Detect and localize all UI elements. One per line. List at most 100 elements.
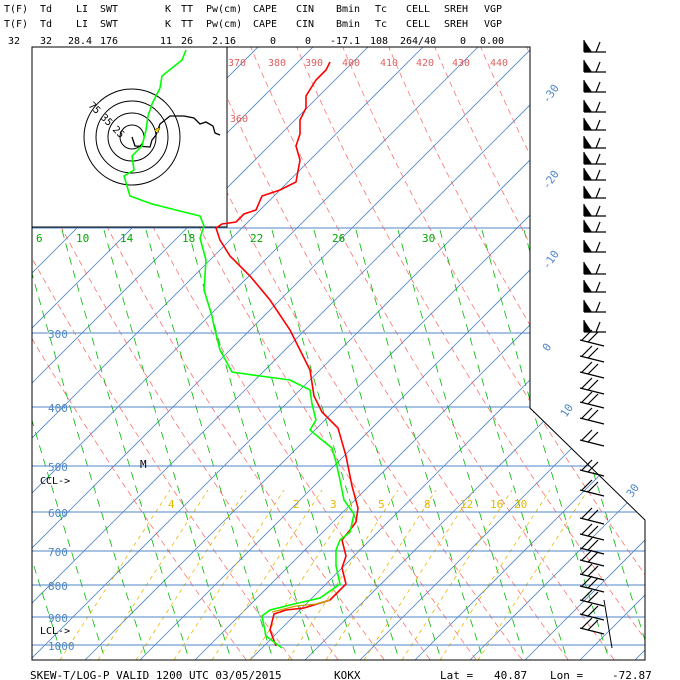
moist-adiabat-line [32,229,161,660]
hdr-label: CAPE [253,4,277,15]
barb-shaft [579,489,605,497]
dry-adiabat-line [361,47,645,660]
hodograph-ring [83,88,181,186]
dry-adiabat-line [223,47,645,660]
isotherm-line [359,47,645,660]
wind-barb [579,575,605,593]
wind-barb [579,479,605,497]
isotherm-line [469,47,645,660]
barb-flag [581,537,593,549]
barb-flag [581,345,593,357]
hdr-value: 108 [370,36,388,47]
hdr-value: 11 [160,36,172,47]
barb-flag [587,363,599,375]
barb-flag [595,221,601,233]
barb-pennant [584,136,592,148]
mixing-ratio-line [477,489,589,660]
hdr-value: 32 [8,36,20,47]
barb-flag [587,379,599,391]
hdr-label: LI [76,19,88,30]
isotherm-label: -10 [540,248,562,272]
barb-shaft [579,339,605,347]
mark-label: M [140,458,147,471]
wind-barb [579,329,605,347]
mixing-ratio-line [439,489,551,660]
theta-label: 420 [416,58,434,69]
isotherm-label: 30 [624,481,642,499]
moist-adiabat-line [313,229,455,660]
hodograph-frame [31,46,228,228]
barb-shaft [579,387,605,395]
barb-flag [581,589,593,601]
hodograph-trace [131,115,221,148]
hdr-label: T(F) [4,19,28,30]
hdr-value: 28.4 [68,36,92,47]
mixing-ratio-label: 20 [514,498,527,511]
barb-pennant [584,60,592,72]
pressure-label: 900 [48,612,68,625]
hdr-value: 0.00 [480,36,504,47]
lcl-label: LCL-> [40,626,70,637]
theta-label: 390 [305,58,323,69]
barb-pennant [584,220,592,232]
barb-flag [581,361,593,373]
barb-flag [581,575,593,587]
barb-shaft [579,599,605,607]
wind-barb [583,204,606,217]
barb-flag [581,563,593,575]
barb-shaft [579,627,605,635]
isotherm-label: 10 [558,401,576,419]
hdr-label: T(F) [4,4,28,15]
isotherm-line [0,0,15,660]
dewpoint-scale-label: 10 [76,232,89,245]
wind-barb [579,563,605,581]
mixing-ratio-label: 8 [424,498,431,511]
isotherm-line [32,47,511,660]
hdr-label: Td [40,4,52,15]
isotherm-line [579,47,645,660]
hdr-label: TT [181,4,193,15]
wind-barb [579,429,605,447]
wind-barbs [579,40,613,649]
barb-flag [595,101,601,113]
barb-shaft [579,547,605,555]
moist-adiabat-line [61,229,203,660]
hdr-label: TT [181,19,193,30]
barb-flag [595,41,601,53]
barb-flag [595,187,601,199]
wind-barb [579,507,605,525]
dewpoint-scale-label: 30 [422,232,435,245]
barb-pennant [584,204,592,216]
hdr-value: 264/40 [400,36,436,47]
pressure-label: 400 [48,402,68,415]
wind-barb [579,377,605,395]
moist-adiabat-line [103,229,245,660]
lon-label: Lon = [550,669,583,680]
temperature-profile [215,61,359,647]
hdr-value: 0 [460,36,466,47]
hdr-label: Pw(cm) [206,19,242,30]
barb-flag [581,603,593,615]
lat-label: Lat = [440,669,473,680]
barb-flag [595,205,601,217]
barb-flag [581,429,593,441]
pressure-label: 300 [48,328,68,341]
pressure-label: 1000 [48,640,75,653]
wind-barb [583,168,606,181]
mixing-ratio-label: 16 [490,498,503,511]
header-labels-row1: T(F) Td LI SWT K TT Pw(cm) CAPE CIN Bmin… [4,4,502,15]
mixing-ratio-line [287,489,399,660]
hdr-label: Bmin [336,19,360,30]
barb-flag [595,301,601,313]
hdr-label: CELL [406,19,430,30]
moist-adiabat-line [145,229,287,660]
barb-pennant [584,100,592,112]
barb-pennant [584,240,592,252]
barb-shaft [579,401,605,409]
isotherm-line [524,47,645,660]
barb-pennant [584,152,592,164]
barb-flag [587,461,599,473]
barb-shaft [579,585,605,593]
dry-adiabat-line [177,47,599,660]
barb-flag [581,617,593,629]
